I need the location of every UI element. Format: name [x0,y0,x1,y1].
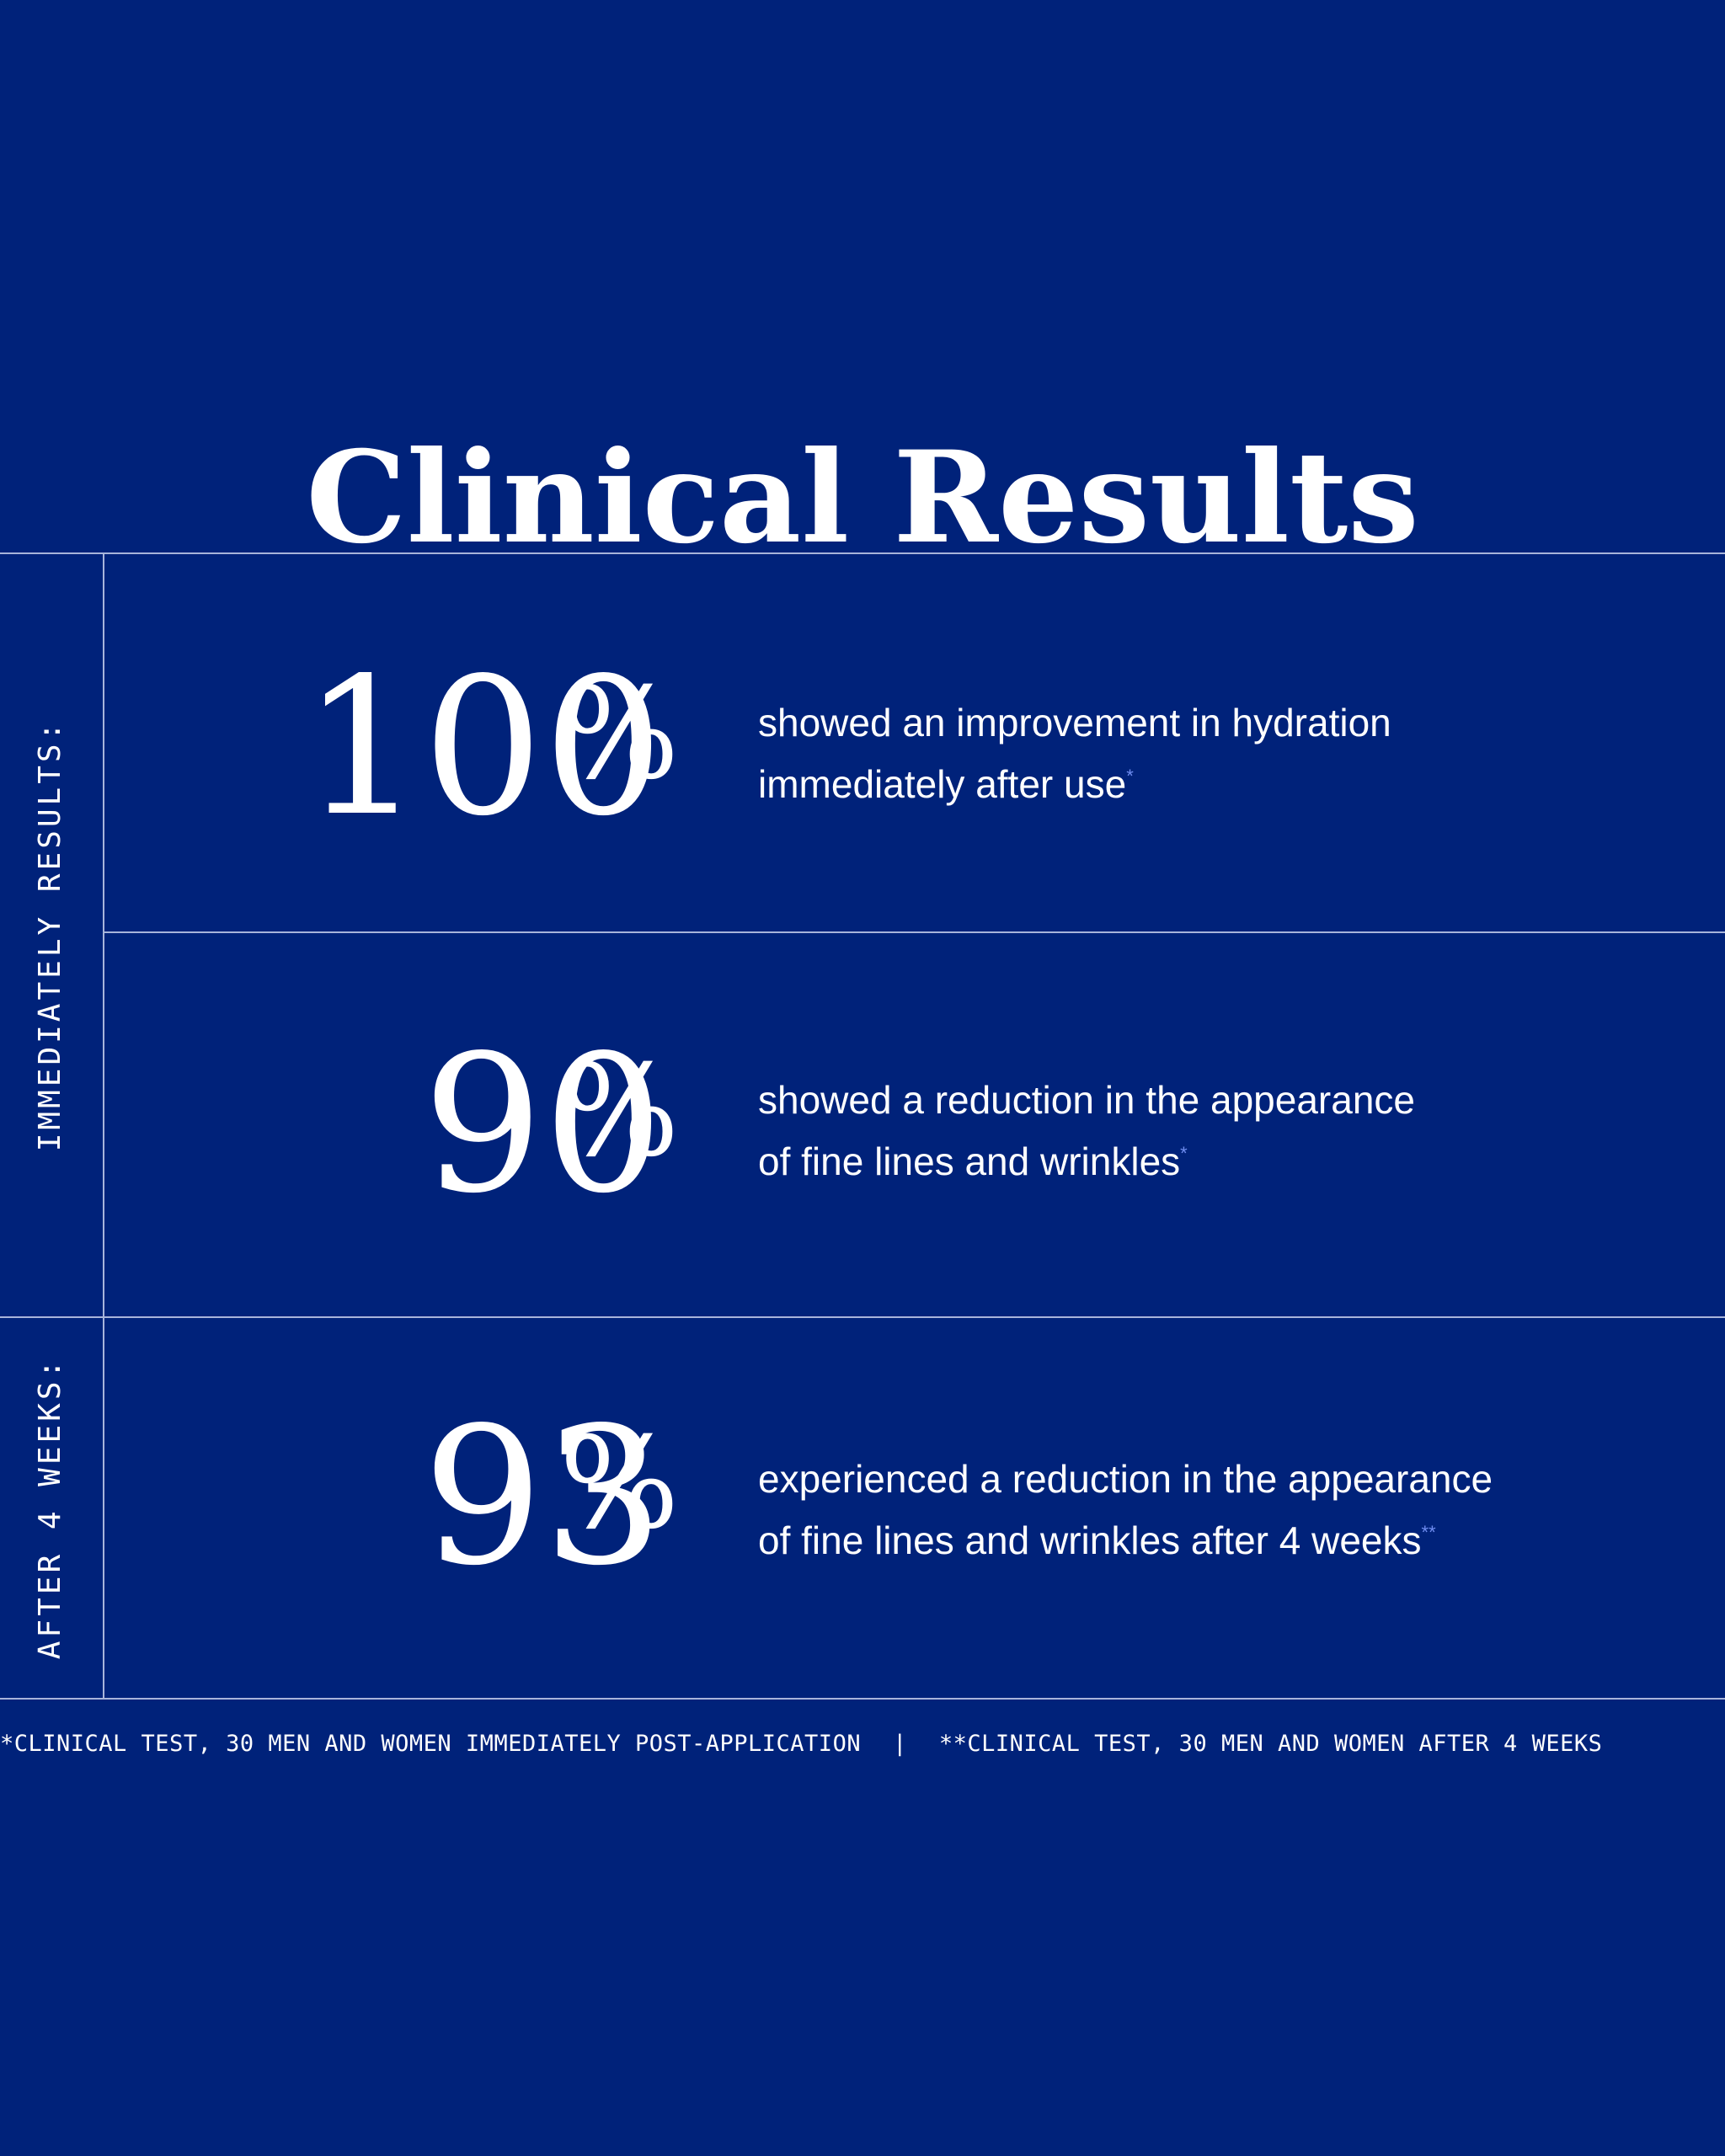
page-title: Clinical Results [306,423,1419,572]
table-top-rule [0,552,1725,554]
stat-description-line: experienced a reduction in the appearanc… [758,1457,1493,1501]
footnote-immediate: *CLINICAL TEST, 30 MEN AND WOMEN IMMEDIA… [0,1731,862,1757]
stat-value: 90 [422,1015,664,1235]
stat-description-line: showed an improvement in hydration [758,701,1391,744]
stat-description-line: of fine lines and wrinkles* [758,1139,1188,1183]
section-label-immediate-text: IMMEDIATELY RESULTS: [33,718,68,1151]
footnote-weeks: **CLINICAL TEST, 30 MEN AND WOMEN AFTER … [938,1731,1603,1757]
stat-description-line: of fine lines and wrinkles after 4 weeks… [758,1518,1436,1562]
footnote-marker: * [1126,766,1134,787]
percent-sign: % [559,1038,680,1185]
table-bottom-rule [0,1698,1725,1700]
percent-sign: % [559,661,680,808]
stat-value: 100 [302,638,664,858]
label-column-divider [103,552,104,1700]
stat-description: showed a reduction in the appearance of … [758,1073,1701,1188]
footnote-marker: ** [1421,1522,1436,1543]
footnote-separator: | [893,1731,907,1757]
stat-description-line: immediately after use* [758,762,1134,806]
stat-value: 93 [422,1387,664,1608]
row-divider-1 [104,931,1725,933]
stat-description: showed an improvement in hydration immed… [758,696,1701,811]
footnotes: *CLINICAL TEST, 30 MEN AND WOMEN IMMEDIA… [0,1731,1725,1757]
footnote-marker: * [1180,1143,1188,1164]
section-divider [0,1316,1725,1318]
section-label-weeks-text: AFTER 4 WEEKS: [33,1356,68,1659]
percent-sign: % [559,1411,680,1557]
stat-description: experienced a reduction in the appearanc… [758,1452,1701,1567]
stat-description-line: showed a reduction in the appearance [758,1078,1416,1122]
